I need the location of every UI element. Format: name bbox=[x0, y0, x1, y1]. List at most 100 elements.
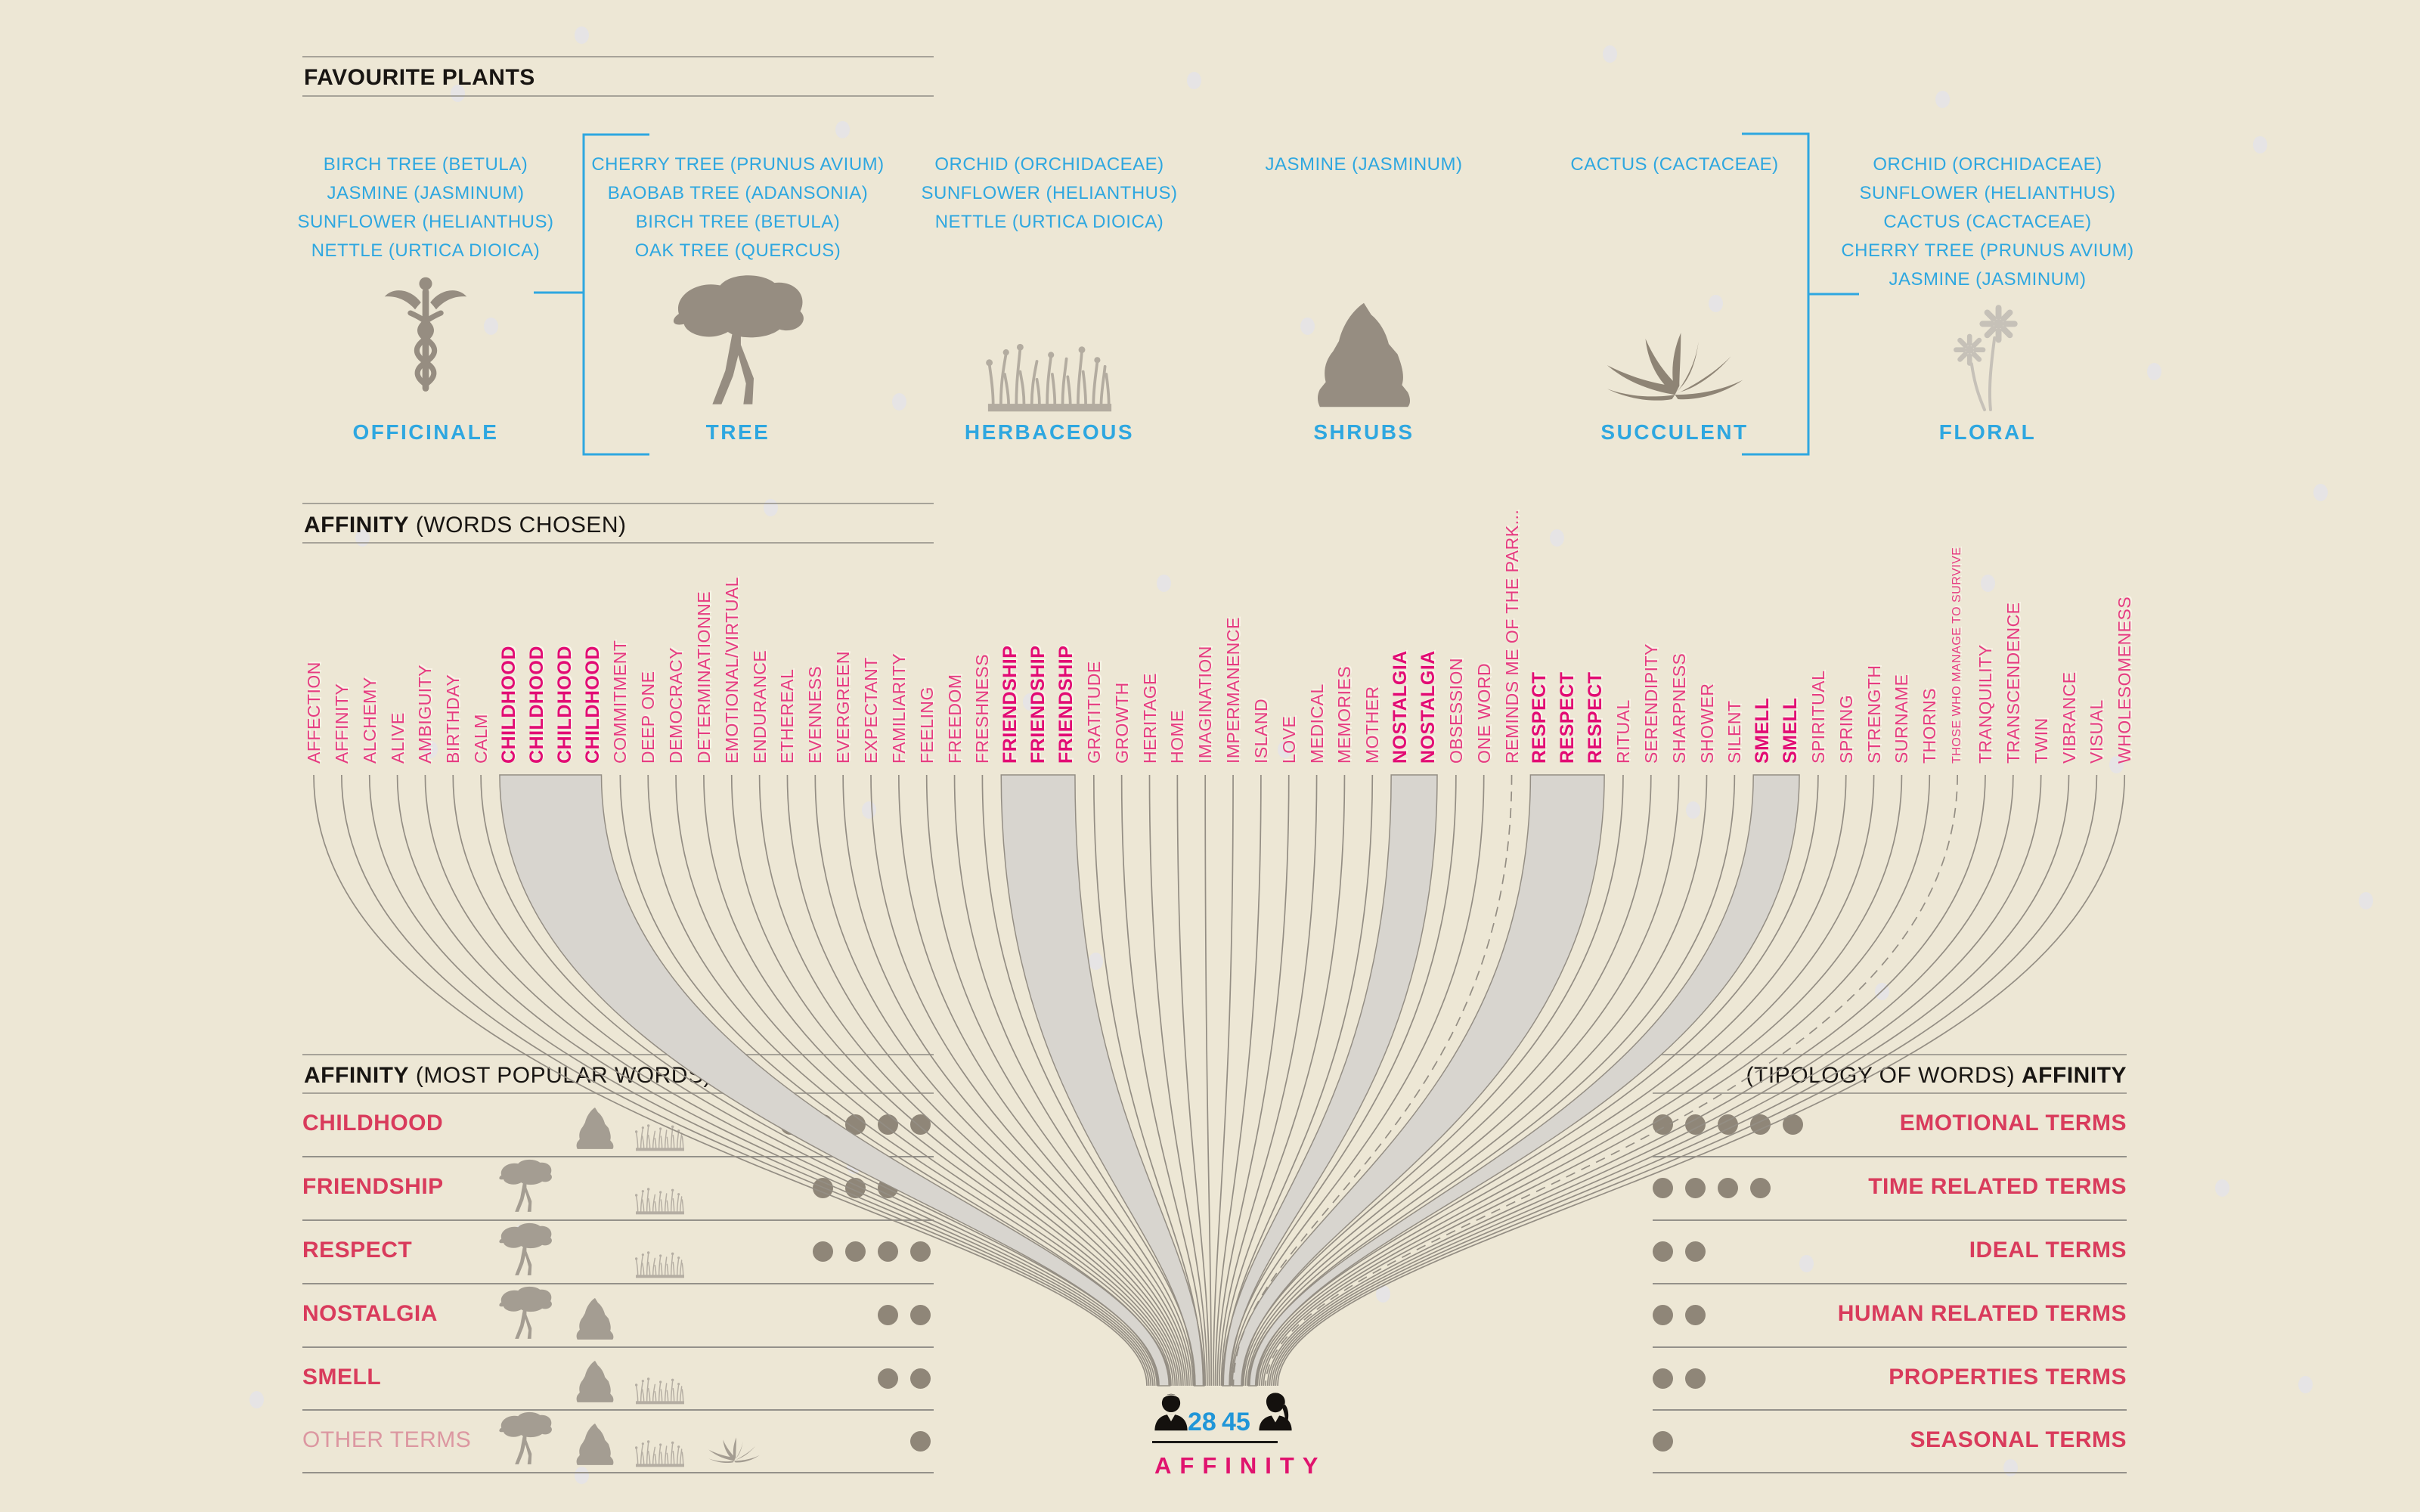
count-dot bbox=[910, 1305, 931, 1325]
popular-row-label: CHILDHOOD bbox=[302, 1111, 444, 1136]
affinity-word: FEELING bbox=[916, 686, 937, 764]
affinity-word: SILENT bbox=[1724, 700, 1745, 764]
tipology-prefix-text: (TIPOLOGY OF WORDS) bbox=[1746, 1063, 2022, 1088]
divider bbox=[302, 1054, 934, 1055]
affinity-word: EXPECTANT bbox=[861, 657, 881, 764]
affinity-word: REMINDS ME OF THE PARK... bbox=[1501, 509, 1522, 764]
plant-category-succulent: CACTUS (CACTACEAE) bbox=[1501, 150, 1848, 179]
affinity-word: FRESHNESS bbox=[972, 653, 993, 764]
plant-list-item: OAK TREE (QUERCUS) bbox=[634, 240, 841, 261]
confetti-dot bbox=[1089, 953, 1103, 970]
affinity-word: ETHEREAL bbox=[777, 668, 798, 764]
divider bbox=[1653, 1092, 2127, 1094]
affinity-word: SHARPNESS bbox=[1669, 652, 1689, 764]
affinity-word: AFFINITY bbox=[331, 683, 352, 764]
plant-category-officinale: BIRCH TREE (BETULA) JASMINE (JASMINUM) SUN… bbox=[252, 150, 600, 265]
count-dot bbox=[1653, 1430, 1673, 1452]
divider bbox=[302, 1346, 934, 1348]
divider bbox=[1653, 1054, 2127, 1055]
tipology-row-dots bbox=[1653, 1430, 1673, 1452]
affinity-word: GRATITUDE bbox=[1083, 661, 1104, 764]
divider bbox=[302, 1283, 934, 1284]
confetti-dot bbox=[1376, 1285, 1390, 1303]
confetti-dot bbox=[1875, 983, 1889, 1000]
affinity-word: THOSE WHO MANAGE TO SURVIVE bbox=[1951, 547, 1964, 764]
affinity-word: GROWTH bbox=[1111, 682, 1132, 764]
divider bbox=[1653, 1283, 2127, 1284]
affinity-word: TRANQUILITY bbox=[1975, 644, 1995, 764]
affinity-word: SMELL bbox=[1752, 697, 1774, 764]
count-dot bbox=[878, 1241, 898, 1262]
affinity-word: CHILDHOOD bbox=[581, 646, 603, 764]
tipology-row-label: HUMAN RELATED TERMS bbox=[1837, 1301, 2127, 1326]
confetti-dot bbox=[575, 26, 589, 44]
affinity-word: DEMOCRACY bbox=[666, 646, 686, 764]
affinity-word: IMPERMANENCE bbox=[1223, 617, 1244, 764]
confetti-dot bbox=[2298, 1376, 2313, 1393]
confetti-dot bbox=[2359, 892, 2373, 909]
tree-icon bbox=[661, 269, 816, 413]
confetti-dot bbox=[764, 499, 778, 516]
plant-list: ORCHID (ORCHIDACEAE) SUNFLOWER (HELIANTHU… bbox=[875, 150, 1223, 237]
count-dot bbox=[845, 1114, 866, 1135]
plant-list-item: BIRCH TREE (BETULA) bbox=[323, 154, 528, 175]
words-title-text: AFFINITY bbox=[304, 513, 409, 538]
popular-row-dots bbox=[878, 1305, 931, 1325]
affinity-word: MEDICAL bbox=[1306, 683, 1327, 764]
popular-row-dots bbox=[910, 1430, 931, 1452]
affinity-word: ALIVE bbox=[387, 712, 407, 764]
herbaceous-icon bbox=[627, 1248, 693, 1278]
affinity-word: TRANSCENDENCE bbox=[2003, 602, 2023, 764]
divider bbox=[1653, 1346, 2127, 1348]
confetti-dot bbox=[1709, 295, 1723, 312]
plant-category-tree: CHERRY TREE (PRUNUS AVIUM) BAOBAB TREE (A… bbox=[564, 150, 912, 265]
affinity-word: CALM bbox=[471, 714, 491, 764]
affinity-word: RESPECT bbox=[1557, 671, 1579, 764]
affinity-word: NOSTALGIA bbox=[1418, 650, 1439, 764]
plants-title-text: FAVOURITE PLANTS bbox=[304, 65, 535, 90]
count-dot bbox=[845, 1178, 866, 1198]
count-dot bbox=[813, 1114, 833, 1135]
plant-list-item: JASMINE (JASMINUM) bbox=[1265, 154, 1463, 175]
plant-category-label: OFFICINALE bbox=[352, 420, 499, 444]
succulent-icon bbox=[1601, 324, 1749, 413]
confetti-dot bbox=[2147, 363, 2161, 380]
count-dot bbox=[910, 1368, 931, 1389]
popular-row-dots bbox=[780, 1114, 931, 1135]
affinity-word: SURNAME bbox=[1892, 674, 1912, 764]
herbaceous-icon bbox=[627, 1121, 693, 1151]
divider bbox=[1653, 1472, 2127, 1473]
affinity-word: LOVE bbox=[1278, 715, 1299, 764]
confetti-dot bbox=[847, 1157, 861, 1174]
footer-affinity-label: AFFINITY bbox=[1154, 1452, 1327, 1479]
plants-section-title: FAVOURITE PLANTS bbox=[304, 65, 535, 91]
popular-title-text: AFFINITY bbox=[304, 1063, 409, 1088]
confetti-dot bbox=[835, 121, 850, 138]
affinity-word: HOME bbox=[1167, 710, 1188, 764]
popular-row-dots bbox=[813, 1178, 931, 1198]
affinity-word: OBSESSION bbox=[1445, 658, 1466, 764]
affinity-word: FRIENDSHIP bbox=[1055, 645, 1077, 764]
affinity-word: WHOLESOMENESS bbox=[2115, 596, 2135, 764]
count-dot bbox=[845, 1241, 866, 1262]
count-dot bbox=[878, 1114, 898, 1135]
footer-divider bbox=[1152, 1441, 1278, 1443]
shrub-icon bbox=[1303, 296, 1424, 413]
affinity-word: NOSTALGIA bbox=[1390, 650, 1411, 764]
confetti-dot bbox=[1550, 529, 1564, 547]
affinity-word: DEEP ONE bbox=[638, 671, 658, 764]
affinity-word: STRENGTH bbox=[1864, 665, 1884, 764]
count-dot bbox=[910, 1178, 931, 1198]
tree-icon bbox=[488, 1157, 563, 1215]
affinity-word: VISUAL bbox=[2087, 699, 2107, 764]
confetti-dot bbox=[1686, 801, 1700, 819]
plant-list-item: CHERRY TREE (PRUNUS AVIUM) bbox=[591, 154, 885, 175]
plant-category-label: SUCCULENT bbox=[1600, 420, 1749, 444]
tipology-row-label: IDEAL TERMS bbox=[1969, 1238, 2127, 1263]
affinity-word: AFFECTION bbox=[304, 662, 324, 764]
divider bbox=[302, 1219, 934, 1221]
confetti-dot bbox=[1603, 45, 1617, 63]
divider bbox=[302, 1409, 934, 1411]
divider bbox=[302, 503, 934, 504]
confetti-dot bbox=[2253, 136, 2267, 153]
